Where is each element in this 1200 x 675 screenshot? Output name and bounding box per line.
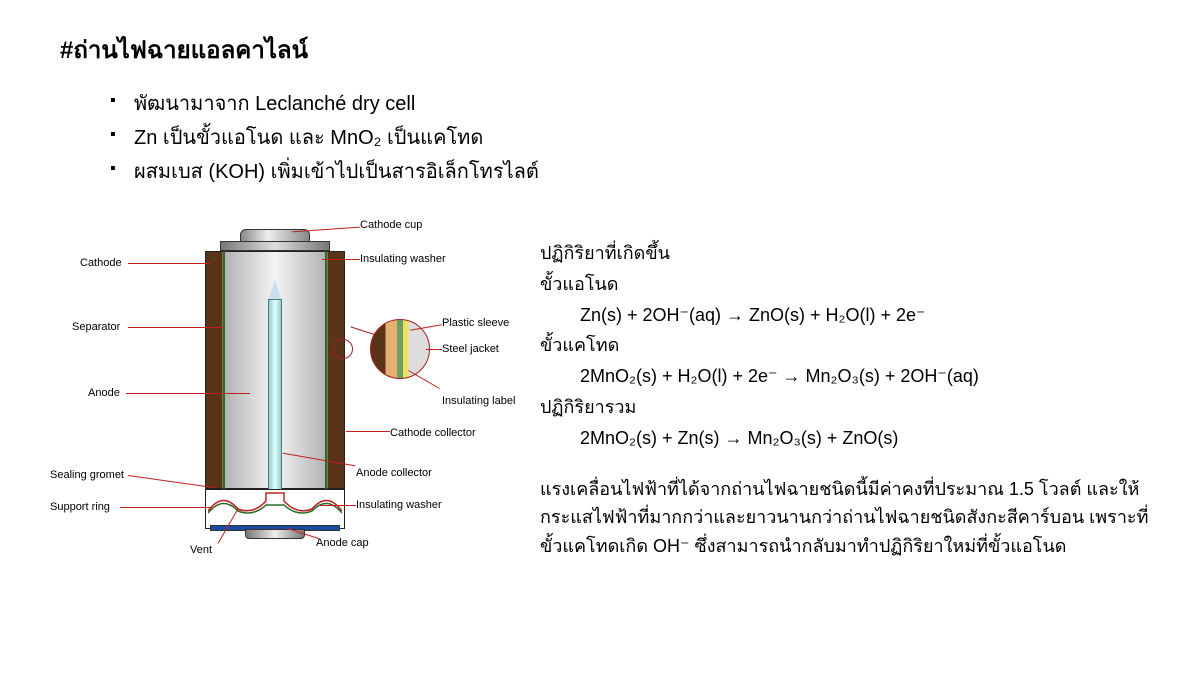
label-vent: Vent xyxy=(190,544,212,556)
cutout-source-circle xyxy=(333,339,353,359)
leader-line xyxy=(320,505,356,506)
battery-diagram: Cathode Separator Anode Sealing gromet S… xyxy=(50,209,510,569)
bullet-list: พัฒนามาจาก Leclanché dry cell Zn เป็นขั้… xyxy=(110,87,1150,189)
label-plastic-sleeve: Plastic sleeve xyxy=(442,317,509,329)
leader-line xyxy=(426,349,442,350)
label-cathode-collector: Cathode collector xyxy=(390,427,476,439)
separator-left xyxy=(223,251,225,489)
cathode-label: ขั้วแคโทด xyxy=(540,331,1150,360)
anode-label: ขั้วแอโนด xyxy=(540,270,1150,299)
net-label: ปฏิกิริยารวม xyxy=(540,393,1150,422)
leader-line xyxy=(120,507,212,508)
leader-line xyxy=(346,431,390,432)
leader-line xyxy=(128,263,210,264)
description-paragraph: แรงเคลื่อนไฟฟ้าที่ได้จากถ่านไฟฉายชนิดนี้… xyxy=(540,475,1150,561)
label-anode-cap: Anode cap xyxy=(316,537,369,549)
gromet-wave xyxy=(208,491,342,515)
rod-tip xyxy=(268,279,282,301)
label-insulating-washer-top: Insulating washer xyxy=(360,253,446,265)
leader-line xyxy=(128,327,224,328)
label-steel-jacket: Steel jacket xyxy=(442,343,499,355)
label-anode-collector: Anode collector xyxy=(356,467,432,479)
label-cathode: Cathode xyxy=(80,257,122,269)
label-anode: Anode xyxy=(88,387,120,399)
leader-line xyxy=(126,393,250,394)
label-insulating-label: Insulating label xyxy=(442,395,515,407)
bullet-item: พัฒนามาจาก Leclanché dry cell xyxy=(110,87,1150,121)
label-separator: Separator xyxy=(72,321,120,333)
leader-line xyxy=(322,259,360,260)
page-title: #ถ่านไฟฉายแอลคาไลน์ xyxy=(60,30,1150,69)
reactions-heading: ปฏิกิริยาที่เกิดขึ้น xyxy=(540,239,1150,268)
reactions-column: ปฏิกิริยาที่เกิดขึ้น ขั้วแอโนด Zn(s) + 2… xyxy=(540,209,1150,569)
anode-collector-rod xyxy=(268,299,282,519)
bullet-item: Zn เป็นขั้วแอโนด และ MnO₂ เป็นแคโทด xyxy=(110,121,1150,155)
cap-base-shape xyxy=(220,241,330,251)
anode-equation: Zn(s) + 2OH⁻(aq) → ZnO(s) + H₂O(l) + 2e⁻ xyxy=(580,301,1150,330)
cathode-equation: 2MnO₂(s) + H₂O(l) + 2e⁻ → Mn₂O₃(s) + 2OH… xyxy=(580,362,1150,391)
net-equation: 2MnO₂(s) + Zn(s) → Mn₂O₃(s) + ZnO(s) xyxy=(580,424,1150,453)
label-cathode-cup: Cathode cup xyxy=(360,219,422,231)
separator-right xyxy=(325,251,327,489)
label-insulating-washer-bot: Insulating washer xyxy=(356,499,442,511)
label-support-ring: Support ring xyxy=(50,501,110,513)
bullet-item: ผสมเบส (KOH) เพิ่มเข้าไปเป็นสารอิเล็กโทร… xyxy=(110,155,1150,189)
leader-line xyxy=(408,370,440,389)
label-sealing-gromet: Sealing gromet xyxy=(50,469,124,481)
